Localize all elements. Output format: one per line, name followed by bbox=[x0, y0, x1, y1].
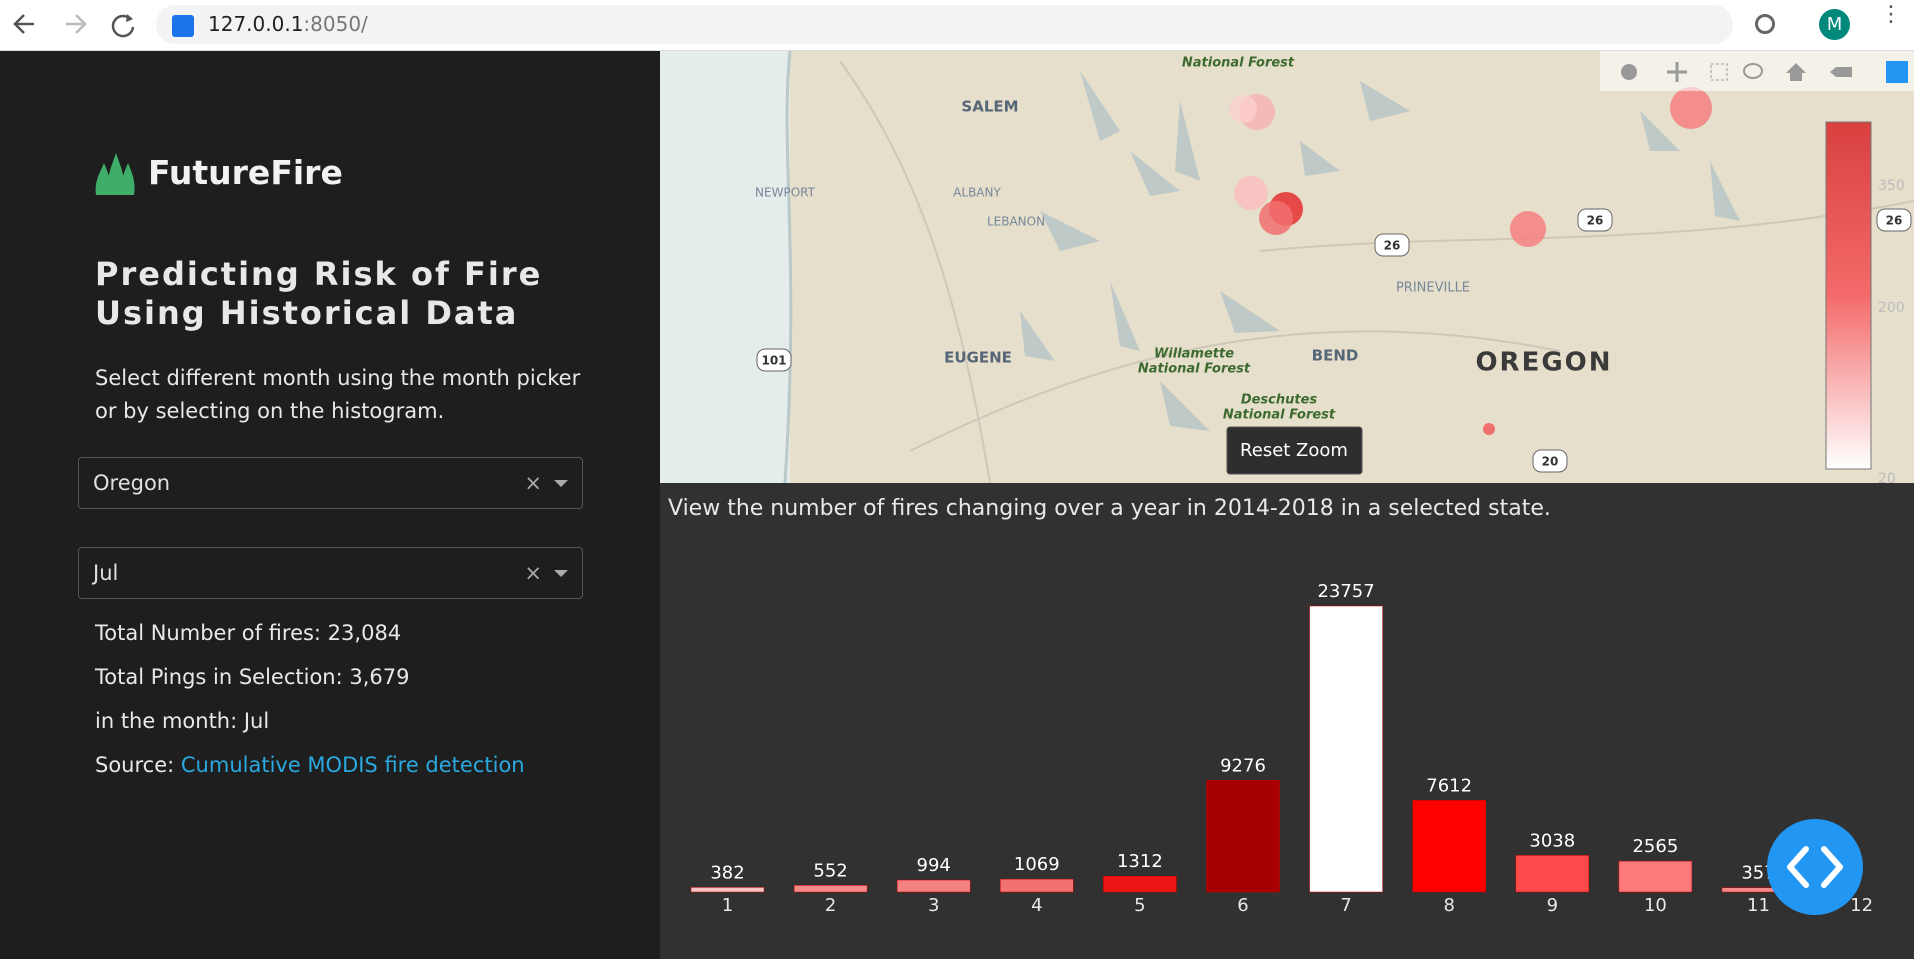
value-label: 552 bbox=[813, 860, 847, 881]
map-label: OREGON bbox=[1475, 348, 1612, 378]
bar bbox=[1103, 875, 1177, 893]
highway-shield bbox=[1876, 208, 1912, 232]
url-host: 127.0.0.1 bbox=[208, 12, 304, 36]
modebar[interactable] bbox=[1600, 51, 1914, 91]
source-label: Source: bbox=[95, 753, 175, 777]
logo-icon bbox=[95, 153, 135, 195]
nav-buttons[interactable] bbox=[0, 0, 150, 51]
highway-shield bbox=[1577, 208, 1613, 232]
fire-point[interactable] bbox=[1259, 201, 1293, 235]
x-tick-label: 11 bbox=[1747, 895, 1770, 916]
bar bbox=[1000, 878, 1074, 893]
fire-point[interactable] bbox=[1229, 95, 1257, 123]
highway-shield bbox=[1374, 233, 1410, 257]
reset-zoom-button[interactable] bbox=[1226, 426, 1363, 475]
highway-label: 20 bbox=[1542, 455, 1559, 469]
map-label: Deschutes bbox=[1241, 393, 1318, 408]
x-tick-label: 9 bbox=[1547, 895, 1558, 916]
map-label: National Forest bbox=[1138, 362, 1251, 377]
x-tick-label: 4 bbox=[1031, 895, 1042, 916]
dropdown-value: Jul bbox=[93, 561, 119, 585]
address-bar[interactable]: 127.0.0.1:8050/ bbox=[156, 5, 1733, 44]
reset-zoom-label: Reset Zoom bbox=[1240, 440, 1348, 461]
dropdown-value: Oregon bbox=[93, 471, 171, 495]
menu[interactable]: ⋮ bbox=[1880, 2, 1902, 27]
bar bbox=[1412, 800, 1486, 893]
description: Select different month using the month p… bbox=[95, 366, 581, 423]
colorbar bbox=[1825, 121, 1872, 470]
bar bbox=[1618, 860, 1693, 893]
source-link[interactable]: Cumulative MODIS fire detection bbox=[180, 753, 525, 777]
x-tick-label: 5 bbox=[1134, 895, 1145, 916]
heading: Predicting Risk of Fire Using Historical… bbox=[95, 255, 542, 333]
value-label: 994 bbox=[917, 855, 951, 876]
main-panel: SALEM NEWPORT ALBANY LEBANON EUGENE PRINEVILL… bbox=[660, 51, 1914, 959]
x-tick-label: 3 bbox=[928, 895, 939, 916]
bar bbox=[690, 887, 765, 893]
url-path: :8050/ bbox=[303, 12, 368, 36]
x-tick-label: 1 bbox=[722, 895, 733, 916]
map-label: EUGENE bbox=[944, 349, 1012, 367]
stat: Total Number of fires: 23,084 bbox=[95, 621, 402, 645]
value-label: 9276 bbox=[1220, 755, 1266, 776]
bar bbox=[1206, 780, 1280, 893]
avatar[interactable]: M bbox=[1819, 9, 1850, 40]
highway-shield bbox=[756, 348, 792, 372]
brand: FutureFire bbox=[148, 153, 343, 192]
code-toggle-button[interactable] bbox=[1767, 819, 1863, 915]
bar bbox=[896, 879, 971, 893]
map-label: SALEM bbox=[961, 98, 1018, 116]
map-label: ALBANY bbox=[953, 186, 1001, 200]
state-dropdown[interactable]: Oregon × bbox=[78, 457, 583, 509]
map[interactable]: SALEM NEWPORT ALBANY LEBANON EUGENE PRINEVILL… bbox=[660, 51, 1914, 487]
x-tick-label: 12 bbox=[1850, 895, 1873, 916]
month-dropdown[interactable]: Jul × bbox=[78, 547, 583, 599]
colorbar-tick-label: 20 bbox=[1878, 471, 1896, 487]
bar bbox=[793, 885, 868, 893]
x-tick-label: 6 bbox=[1237, 895, 1248, 916]
x-tick-label: 7 bbox=[1340, 895, 1351, 916]
map-label: National Forest bbox=[1182, 56, 1295, 71]
code-toggle-icon bbox=[1787, 846, 1843, 888]
sidebar: FutureFire Predicting Risk of Fire Using… bbox=[0, 51, 660, 959]
value-label: 2565 bbox=[1632, 836, 1678, 857]
fire-point[interactable] bbox=[1483, 423, 1495, 435]
bar bbox=[1515, 855, 1590, 893]
highway-label: 26 bbox=[1587, 214, 1604, 228]
map-label: LEBANON bbox=[987, 215, 1045, 229]
bar bbox=[1309, 605, 1383, 893]
extension-icon[interactable] bbox=[1755, 14, 1775, 34]
x-tick-label: 10 bbox=[1644, 895, 1667, 916]
map-label: BEND bbox=[1312, 347, 1359, 365]
highway-label: 26 bbox=[1384, 239, 1401, 253]
source: Source: Cumulative MODIS fire detection bbox=[95, 753, 525, 777]
colorbar-tick-label: 200 bbox=[1878, 300, 1905, 316]
map-label: National Forest bbox=[1223, 408, 1336, 423]
fire-point[interactable] bbox=[1510, 211, 1546, 247]
value-label: 7612 bbox=[1426, 775, 1472, 796]
map-label: Willamette bbox=[1154, 347, 1234, 362]
value-label: 3038 bbox=[1529, 830, 1575, 851]
map-label: PRINEVILLE bbox=[1396, 281, 1470, 296]
highway-label: 26 bbox=[1886, 214, 1903, 228]
value-label: 1312 bbox=[1117, 851, 1163, 872]
chart-caption: View the number of fires changing over a… bbox=[668, 496, 1551, 521]
browser-bar: 127.0.0.1:8050/ M ⋮ bbox=[0, 0, 1914, 51]
x-tick-label: 8 bbox=[1443, 895, 1454, 916]
heading-line: Predicting Risk of Fire bbox=[95, 255, 543, 293]
value-label: 382 bbox=[710, 862, 744, 883]
stat: Total Pings in Selection: 3,679 bbox=[95, 665, 410, 689]
heading-line: Using Historical Data bbox=[95, 294, 519, 332]
map-label: NEWPORT bbox=[755, 186, 816, 200]
x-tick-label: 2 bbox=[825, 895, 836, 916]
colorbar-tick-label: 350 bbox=[1878, 178, 1905, 194]
value-label: 1069 bbox=[1014, 854, 1060, 875]
highway-label: 101 bbox=[761, 354, 786, 368]
fire-point[interactable] bbox=[1234, 176, 1268, 210]
stat: in the month: Jul bbox=[95, 709, 270, 733]
value-label: 23757 bbox=[1317, 581, 1374, 602]
fire-point[interactable] bbox=[1670, 87, 1712, 129]
highway-shield bbox=[1532, 449, 1568, 473]
